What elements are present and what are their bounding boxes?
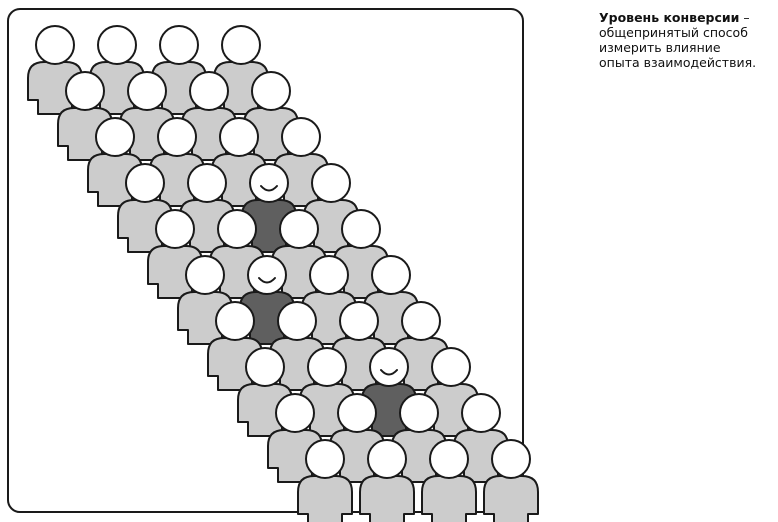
- person-head: [155, 209, 195, 249]
- person-head: [281, 117, 321, 157]
- person-head: [491, 439, 531, 479]
- person: [301, 255, 357, 345]
- person-head: [65, 71, 105, 111]
- person-head: [371, 255, 411, 295]
- person-head: [217, 209, 257, 249]
- person-head: [125, 163, 165, 203]
- person-head: [461, 393, 501, 433]
- person-head: [431, 347, 471, 387]
- smile-icon: [380, 369, 398, 376]
- person-head: [339, 301, 379, 341]
- caption-line-3: опыта взаимодействия.: [599, 55, 757, 70]
- conversion-illustration: [7, 8, 539, 522]
- person: [421, 439, 477, 522]
- person-head: [367, 439, 407, 479]
- person-head: [305, 439, 345, 479]
- person-body: [421, 475, 477, 522]
- smile-icon: [258, 277, 276, 284]
- person-head: [251, 71, 291, 111]
- caption-line-2: измерить влияние: [599, 40, 721, 55]
- person-head: [157, 117, 197, 157]
- person-head: [429, 439, 469, 479]
- person-head: [127, 71, 167, 111]
- person-head: [307, 347, 347, 387]
- person-head: [245, 347, 285, 387]
- person-head: [399, 393, 439, 433]
- person-body: [483, 475, 539, 522]
- person-head: [337, 393, 377, 433]
- crowd-diagram: [7, 8, 539, 522]
- person: [297, 439, 353, 522]
- person-body: [297, 475, 353, 522]
- person-head: [221, 25, 261, 65]
- person-head: [275, 393, 315, 433]
- person-head: [215, 301, 255, 341]
- caption-term: Уровень конверсии: [599, 10, 740, 25]
- caption-dash: –: [739, 10, 750, 25]
- person-head: [369, 347, 409, 387]
- caption-first-line: Уровень конверсии –: [599, 10, 774, 25]
- person-head: [185, 255, 225, 295]
- person-head: [189, 71, 229, 111]
- person-head: [187, 163, 227, 203]
- person-head: [159, 25, 199, 65]
- person-head: [249, 163, 289, 203]
- person-head: [341, 209, 381, 249]
- person-head: [277, 301, 317, 341]
- person-head: [279, 209, 319, 249]
- person-body: [359, 475, 415, 522]
- person-head: [95, 117, 135, 157]
- caption: Уровень конверсии – общепринятый способ …: [599, 10, 774, 70]
- person-head: [309, 255, 349, 295]
- person-head: [247, 255, 287, 295]
- caption-line-1: общепринятый способ: [599, 25, 748, 40]
- person: [243, 71, 299, 161]
- person-head: [97, 25, 137, 65]
- person: [483, 439, 539, 522]
- person-head: [219, 117, 259, 157]
- person-head: [311, 163, 351, 203]
- person: [359, 439, 415, 522]
- people-group: [27, 25, 539, 522]
- person: [87, 117, 143, 207]
- person-head: [401, 301, 441, 341]
- person-head: [35, 25, 75, 65]
- smile-icon: [260, 185, 278, 192]
